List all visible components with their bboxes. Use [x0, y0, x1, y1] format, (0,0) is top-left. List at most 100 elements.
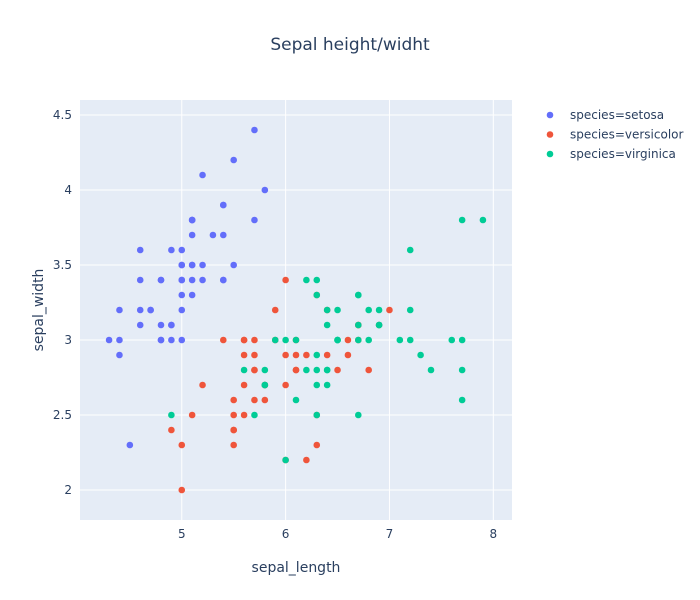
data-point[interactable] [136, 321, 144, 329]
data-point[interactable] [406, 246, 414, 254]
data-point[interactable] [458, 336, 466, 344]
data-point[interactable] [188, 291, 196, 299]
data-point[interactable] [220, 336, 227, 344]
data-point[interactable] [230, 261, 237, 269]
data-point[interactable] [220, 231, 227, 239]
data-point[interactable] [313, 441, 321, 449]
data-point[interactable] [282, 336, 289, 344]
data-point[interactable] [292, 366, 300, 374]
data-point[interactable] [396, 336, 404, 344]
data-point[interactable] [188, 411, 196, 419]
data-point[interactable] [199, 261, 206, 269]
data-point[interactable] [168, 336, 175, 344]
data-point[interactable] [355, 336, 362, 344]
data-point[interactable] [386, 306, 393, 314]
data-point[interactable] [303, 366, 310, 374]
data-point[interactable] [168, 246, 175, 254]
data-point[interactable] [251, 336, 258, 344]
data-point[interactable] [240, 336, 248, 344]
data-point[interactable] [240, 366, 248, 374]
legend-item[interactable]: species=versicolor [546, 128, 684, 142]
data-point[interactable] [220, 276, 227, 284]
data-point[interactable] [251, 396, 258, 404]
data-point[interactable] [209, 231, 217, 239]
data-point[interactable] [282, 276, 289, 284]
data-point[interactable] [126, 441, 134, 449]
legend-item[interactable]: species=setosa [546, 108, 664, 122]
data-point[interactable] [230, 156, 237, 164]
data-point[interactable] [406, 336, 414, 344]
data-point[interactable] [240, 381, 248, 389]
data-point[interactable] [355, 291, 362, 299]
data-point[interactable] [448, 336, 456, 344]
data-point[interactable] [323, 351, 331, 359]
data-point[interactable] [157, 276, 165, 284]
data-point[interactable] [178, 306, 186, 314]
data-point[interactable] [168, 321, 175, 329]
data-point[interactable] [147, 306, 154, 314]
data-point[interactable] [230, 441, 237, 449]
data-point[interactable] [334, 306, 341, 314]
data-point[interactable] [458, 216, 466, 224]
data-point[interactable] [136, 246, 144, 254]
data-point[interactable] [323, 366, 331, 374]
data-point[interactable] [261, 366, 269, 374]
data-point[interactable] [136, 276, 144, 284]
data-point[interactable] [230, 396, 237, 404]
data-point[interactable] [199, 276, 206, 284]
data-point[interactable] [178, 336, 186, 344]
data-point[interactable] [178, 276, 186, 284]
data-point[interactable] [271, 336, 279, 344]
data-point[interactable] [479, 216, 487, 224]
data-point[interactable] [240, 351, 248, 359]
legend[interactable]: species=setosa species=versicolor species=… [546, 108, 684, 161]
data-point[interactable] [313, 381, 321, 389]
data-point[interactable] [365, 306, 372, 314]
data-point[interactable] [323, 381, 331, 389]
data-point[interactable] [323, 321, 331, 329]
data-point[interactable] [344, 336, 352, 344]
data-point[interactable] [303, 456, 310, 464]
data-point[interactable] [251, 351, 258, 359]
data-point[interactable] [157, 336, 165, 344]
data-point[interactable] [178, 291, 186, 299]
data-point[interactable] [188, 231, 196, 239]
data-point[interactable] [365, 336, 372, 344]
data-point[interactable] [261, 186, 269, 194]
data-point[interactable] [188, 276, 196, 284]
data-point[interactable] [344, 351, 352, 359]
data-point[interactable] [199, 381, 206, 389]
data-point[interactable] [406, 306, 414, 314]
data-point[interactable] [365, 366, 372, 374]
data-point[interactable] [261, 396, 269, 404]
data-point[interactable] [251, 126, 258, 134]
data-point[interactable] [230, 426, 237, 434]
data-point[interactable] [334, 366, 341, 374]
data-point[interactable] [136, 306, 144, 314]
data-point[interactable] [282, 351, 289, 359]
data-point[interactable] [458, 366, 466, 374]
data-point[interactable] [313, 351, 321, 359]
data-point[interactable] [355, 411, 362, 419]
data-point[interactable] [313, 366, 321, 374]
data-point[interactable] [292, 351, 300, 359]
data-point[interactable] [178, 261, 186, 269]
data-point[interactable] [427, 366, 435, 374]
legend-item[interactable]: species=virginica [546, 147, 676, 161]
data-point[interactable] [303, 351, 310, 359]
data-point[interactable] [199, 171, 206, 179]
data-point[interactable] [178, 246, 186, 254]
data-point[interactable] [105, 336, 113, 344]
data-point[interactable] [292, 396, 300, 404]
data-point[interactable] [116, 351, 123, 359]
data-point[interactable] [282, 456, 289, 464]
data-point[interactable] [251, 411, 258, 419]
data-point[interactable] [188, 216, 196, 224]
data-point[interactable] [116, 336, 123, 344]
data-point[interactable] [334, 336, 341, 344]
data-point[interactable] [251, 216, 258, 224]
data-point[interactable] [323, 306, 331, 314]
data-point[interactable] [251, 366, 258, 374]
data-point[interactable] [178, 486, 186, 494]
data-point[interactable] [240, 411, 248, 419]
